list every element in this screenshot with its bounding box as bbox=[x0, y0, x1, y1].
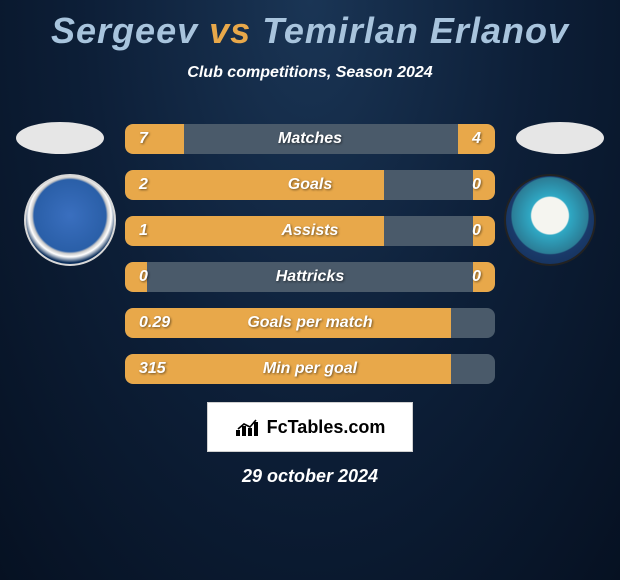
brand-badge: FcTables.com bbox=[207, 402, 413, 452]
stat-row: 1 Assists 0 bbox=[125, 216, 495, 246]
brand-text: FcTables.com bbox=[267, 417, 386, 438]
date-text: 29 october 2024 bbox=[0, 466, 620, 487]
stat-label: Hattricks bbox=[125, 268, 495, 286]
stat-row: 315 Min per goal bbox=[125, 354, 495, 384]
vs-text: vs bbox=[209, 10, 251, 51]
stat-label: Assists bbox=[125, 222, 495, 240]
club-right-badge bbox=[504, 174, 596, 266]
stat-right-value: 0 bbox=[472, 176, 481, 194]
stat-label: Goals per match bbox=[125, 314, 495, 332]
stat-right-value: 4 bbox=[472, 130, 481, 148]
stat-right-value: 0 bbox=[472, 268, 481, 286]
stat-row: 0.29 Goals per match bbox=[125, 308, 495, 338]
player2-avatar-placeholder bbox=[516, 122, 604, 154]
stat-row: 0 Hattricks 0 bbox=[125, 262, 495, 292]
stat-label: Min per goal bbox=[125, 360, 495, 378]
stat-label: Goals bbox=[125, 176, 495, 194]
comparison-title: Sergeev vs Temirlan Erlanov bbox=[0, 0, 620, 52]
stat-row: 7 Matches 4 bbox=[125, 124, 495, 154]
player1-name: Sergeev bbox=[51, 10, 198, 51]
brand-chart-icon bbox=[235, 418, 261, 436]
stat-right-value: 0 bbox=[472, 222, 481, 240]
club-left-badge bbox=[24, 174, 116, 266]
stat-label: Matches bbox=[125, 130, 495, 148]
player1-avatar-placeholder bbox=[16, 122, 104, 154]
subtitle: Club competitions, Season 2024 bbox=[0, 64, 620, 82]
stat-row: 2 Goals 0 bbox=[125, 170, 495, 200]
player2-name: Temirlan Erlanov bbox=[262, 10, 569, 51]
